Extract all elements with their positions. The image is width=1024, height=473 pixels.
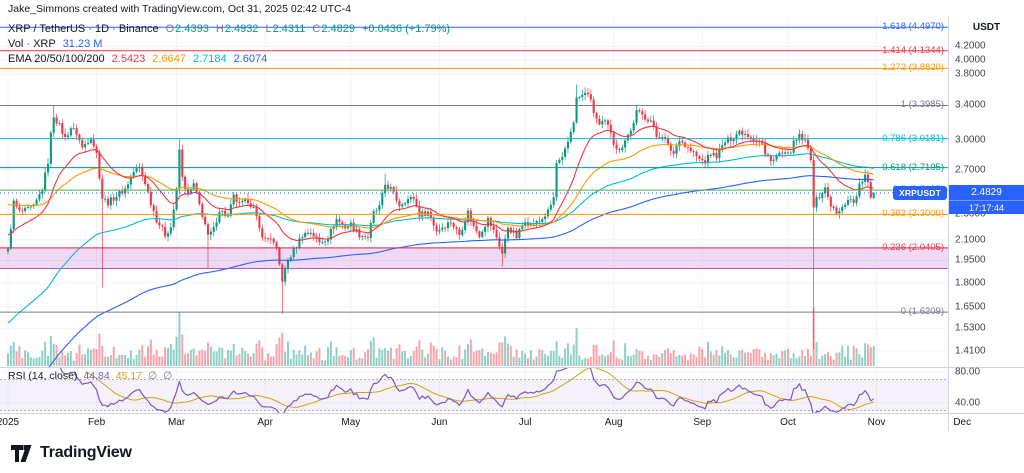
price-axis-tick: 4.2000	[955, 40, 986, 52]
time-axis-label: Nov	[867, 417, 886, 428]
price-axis-tick: 1.9500	[955, 254, 986, 266]
ohlc-open: O 2.4393	[165, 23, 209, 35]
volume-legend-row[interactable]: Vol · XRP 31.23 M	[8, 37, 450, 52]
price-axis-tick: 4.0000	[955, 54, 986, 66]
time-axis-label: Oct	[780, 417, 796, 428]
price-axis-tick: 2.1000	[955, 234, 986, 246]
tradingview-wordmark[interactable]: TradingView	[40, 444, 132, 461]
time-axis[interactable]: 2025 Feb Mar Apr May Jun Jul Aug Sep Oct Nov Dec	[0, 414, 1024, 432]
rsi-title[interactable]: RSI (14, close)	[8, 370, 78, 382]
tradingview-logo-icon[interactable]	[10, 444, 33, 463]
time-axis-label: 2025	[0, 417, 20, 428]
ohlc-high: H 2.4932	[215, 23, 259, 35]
attribution-text: Jake_Simmons created with TradingView.co…	[8, 3, 351, 15]
time-axis-label: Aug	[604, 417, 623, 428]
symbol-title[interactable]: XRP / TetherUS · 1D · Binance	[8, 23, 159, 35]
price-axis-tick: 2.7000	[955, 164, 986, 176]
symbol-legend-row[interactable]: XRP / TetherUS · 1D · Binance O 2.4393 H…	[8, 22, 450, 37]
price-change: +0.0436 (+1.79%)	[362, 23, 451, 35]
time-axis-label: Mar	[167, 417, 186, 428]
ema100-value: 2.7184	[192, 53, 227, 65]
volume-value: 31.23 M	[62, 38, 103, 50]
rsi-value: 44.84	[83, 370, 110, 382]
price-axis-tick: 1.8000	[955, 277, 986, 289]
rsi-axis-tick: 80.00	[955, 366, 981, 378]
time-axis-label: Dec	[953, 417, 972, 428]
price-axis-tick: 1.6500	[955, 301, 986, 313]
price-axis[interactable]: USDT 2.4829 17:17:44 4.2000 4.0000 3.8000 3…	[949, 0, 1024, 433]
rsi-legend-row[interactable]: RSI (14, close) 44.84 45.17 ∅ ∅	[8, 370, 172, 382]
ohlc-close: C 2.4829	[312, 23, 355, 35]
price-axis-tick: 3.4000	[955, 99, 986, 111]
ema-legend-row[interactable]: EMA 20/50/100/200 2.5423 2.6647 2.7184 2…	[8, 52, 450, 67]
bar-countdown-badge: 17:17:44	[949, 200, 1024, 215]
rsi-hidden-plot: ∅	[148, 370, 158, 382]
chart-legend: XRP / TetherUS · 1D · Binance O 2.4393 H…	[8, 22, 450, 67]
time-axis-label: Sep	[693, 417, 712, 428]
time-axis-label: Jul	[518, 417, 532, 428]
rsi-hidden-plot: ∅	[163, 370, 173, 382]
ema20-value: 2.5423	[111, 53, 146, 65]
time-axis-label: Feb	[87, 417, 106, 428]
ema200-value: 2.6074	[233, 53, 268, 65]
time-axis-label: Apr	[257, 417, 273, 428]
ohlc-low: L 2.4311	[265, 23, 306, 35]
price-axis-tick: 1.5300	[955, 322, 986, 334]
last-price-badge: 2.4829	[949, 185, 1024, 201]
ema50-value: 2.6647	[152, 53, 186, 65]
price-axis-tick: 2.3000	[955, 208, 986, 220]
volume-title[interactable]: Vol · XRP	[8, 38, 56, 50]
currency-toggle[interactable]: USDT	[972, 22, 1001, 33]
rsi-ma-value: 45.17	[115, 370, 143, 382]
time-axis-label: May	[341, 417, 361, 428]
price-axis-tick: 1.4100	[955, 345, 986, 357]
symbol-price-tag: XRPUSDT	[892, 186, 947, 201]
price-axis-tick: 3.8000	[955, 68, 986, 80]
price-axis-tick: 3.0000	[955, 134, 986, 146]
footer: TradingView	[0, 433, 1024, 473]
ema-title[interactable]: EMA 20/50/100/200	[8, 53, 105, 65]
rsi-axis-tick: 40.00	[955, 397, 981, 409]
time-axis-label: Jun	[431, 417, 448, 428]
